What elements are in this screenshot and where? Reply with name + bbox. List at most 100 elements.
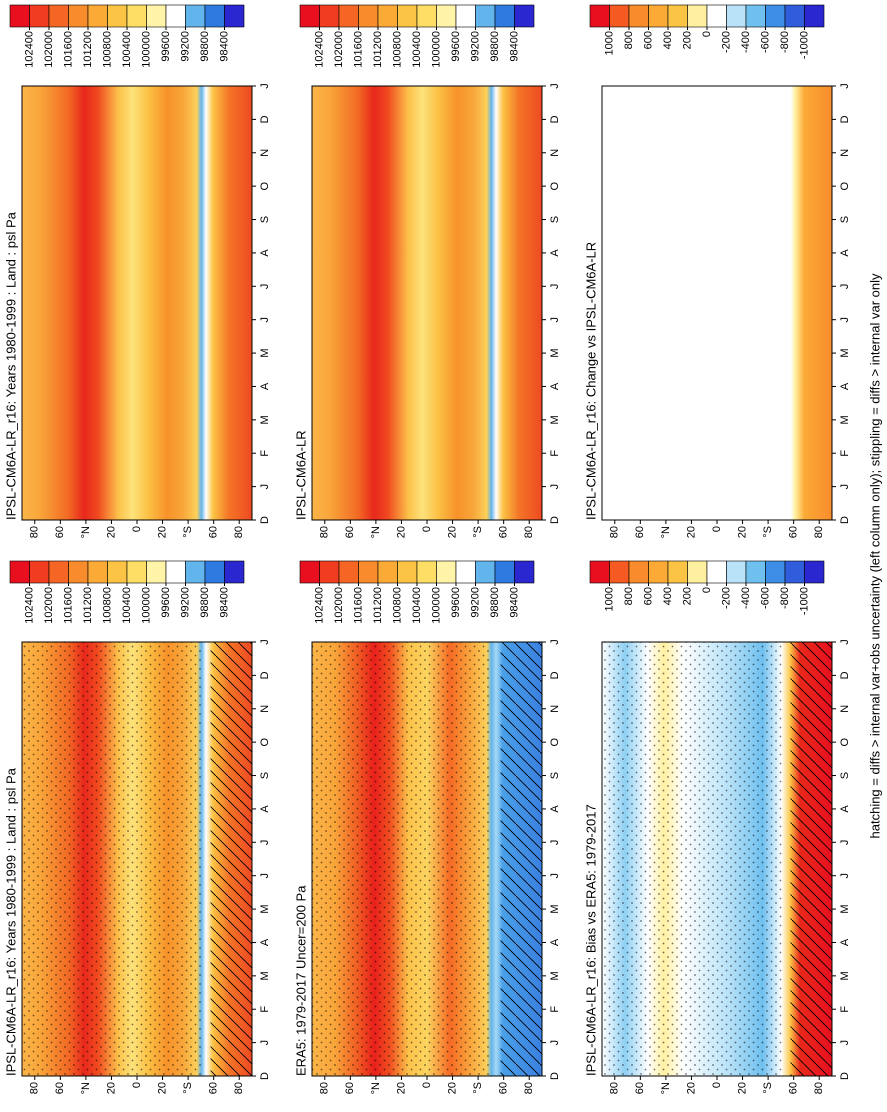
colorbar-label: 101200 xyxy=(82,31,94,68)
colorbar-box xyxy=(514,560,535,584)
colorbar-box xyxy=(667,560,688,584)
colorbar-box xyxy=(494,560,515,584)
x-tick-label: D xyxy=(839,1072,851,1080)
x-tick-label: J xyxy=(259,284,271,290)
x-tick-label: J xyxy=(839,284,851,290)
colorbar-label: 98800 xyxy=(489,31,501,62)
x-tick-label: J xyxy=(549,284,561,290)
colorbar-label: -400 xyxy=(740,31,752,53)
colorbar-label: 102400 xyxy=(23,31,35,68)
x-tick-label: D xyxy=(549,1072,561,1080)
colorbar-label: 102000 xyxy=(333,587,345,624)
colorbar-label: 102000 xyxy=(43,587,55,624)
y-tick-label: 60 xyxy=(208,526,220,538)
panel-title: IPSL-CM6A-LR_r16: Change vs IPSL-CM6A-LR xyxy=(583,242,598,520)
colorbar-box xyxy=(726,560,747,584)
colorbar-box xyxy=(804,4,825,28)
colorbar-label: 100800 xyxy=(391,31,403,68)
panel-title: IPSL-CM6A-LR_r16: Bias vs ERA5: 1979-201… xyxy=(583,804,598,1076)
colorbar-label: 600 xyxy=(642,587,654,605)
colorbar-label: 1000 xyxy=(603,587,615,611)
colorbar-box xyxy=(299,4,320,28)
x-tick-label: D xyxy=(839,671,851,679)
colorbar-box xyxy=(745,4,766,28)
colorbar-label: 100800 xyxy=(391,587,403,624)
colorbar-label: 100400 xyxy=(121,31,133,68)
x-tick-label: J xyxy=(549,1040,561,1046)
y-tick-label: 60 xyxy=(344,526,356,538)
y-tick-label: °S xyxy=(762,1082,774,1094)
x-tick-label: F xyxy=(839,1006,851,1013)
y-tick-label: 20 xyxy=(736,1082,748,1094)
colorbar-box xyxy=(68,560,89,584)
x-tick-label: D xyxy=(839,115,851,123)
colorbar-label: -200 xyxy=(720,587,732,609)
colorbar-label: 102400 xyxy=(313,587,325,624)
colorbar-label: 100000 xyxy=(430,31,442,68)
x-tick-label: J xyxy=(259,317,271,323)
colorbar-box xyxy=(358,560,379,584)
y-tick-label: 20 xyxy=(446,1082,458,1094)
y-tick-label: 20 xyxy=(105,526,117,538)
y-tick-label: 60 xyxy=(788,526,800,538)
panel-title: IPSL-CM6A-LR_r16: Years 1980-1999 : Land… xyxy=(3,211,18,520)
colorbar-label: 98800 xyxy=(489,587,501,618)
y-tick-label: 20 xyxy=(685,526,697,538)
x-tick-label: O xyxy=(549,181,561,190)
y-tick-label: 80 xyxy=(609,1082,621,1094)
colorbar-label: 100400 xyxy=(121,587,133,624)
colorbar-box xyxy=(107,560,128,584)
x-tick-label: J xyxy=(549,873,561,879)
colorbar-label: 102000 xyxy=(333,31,345,68)
y-tick-label: 80 xyxy=(523,1082,535,1094)
colorbar-box xyxy=(146,4,167,28)
colorbar-box xyxy=(9,560,30,584)
colorbar-box xyxy=(706,4,727,28)
colorbar-label: 98400 xyxy=(508,31,520,62)
colorbar-box xyxy=(416,560,437,584)
colorbar-box xyxy=(319,560,340,584)
colorbar-box xyxy=(224,4,245,28)
x-tick-label: A xyxy=(839,382,851,390)
colorbar-label: 102000 xyxy=(43,31,55,68)
x-tick-label: N xyxy=(839,705,851,713)
y-tick-label: 80 xyxy=(319,1082,331,1094)
colorbar-label: 101200 xyxy=(82,587,94,624)
colorbar-box xyxy=(107,4,128,28)
x-tick-label: A xyxy=(259,249,271,257)
colorbar-label: 101600 xyxy=(62,587,74,624)
colorbar-box xyxy=(397,4,418,28)
y-tick-label: 20 xyxy=(156,526,168,538)
colorbar-label: 400 xyxy=(662,587,674,605)
colorbar-box xyxy=(455,4,476,28)
x-tick-label: N xyxy=(839,149,851,157)
colorbar-label: 99200 xyxy=(469,31,481,62)
colorbar-box xyxy=(745,560,766,584)
colorbar-label: 100000 xyxy=(140,31,152,68)
x-tick-label: S xyxy=(549,772,561,779)
x-tick-label: M xyxy=(839,904,851,913)
colorbar-box xyxy=(784,560,805,584)
colorbar-box xyxy=(185,4,206,28)
y-tick-label: 0 xyxy=(421,1082,433,1088)
colorbar-box xyxy=(377,560,398,584)
y-tick-label: 0 xyxy=(131,1082,143,1088)
y-tick-label: °N xyxy=(370,526,382,538)
y-tick-label: 60 xyxy=(208,1082,220,1094)
colorbar-label: 400 xyxy=(662,31,674,49)
y-tick-label: 80 xyxy=(233,1082,245,1094)
colorbar-label: 99600 xyxy=(450,31,462,62)
y-tick-label: 20 xyxy=(685,1082,697,1094)
x-tick-label: O xyxy=(839,737,851,746)
rotated-figure: hatching = diffs > internal var+obs unce… xyxy=(3,4,882,1094)
colorbar-box xyxy=(87,4,108,28)
colorbar-box xyxy=(628,4,649,28)
x-tick-label: J xyxy=(259,873,271,879)
x-tick-label: S xyxy=(839,216,851,223)
x-tick-label: J xyxy=(549,484,561,490)
stippling xyxy=(22,642,202,1076)
y-tick-label: °N xyxy=(80,526,92,538)
colorbar-label: -600 xyxy=(759,31,771,53)
